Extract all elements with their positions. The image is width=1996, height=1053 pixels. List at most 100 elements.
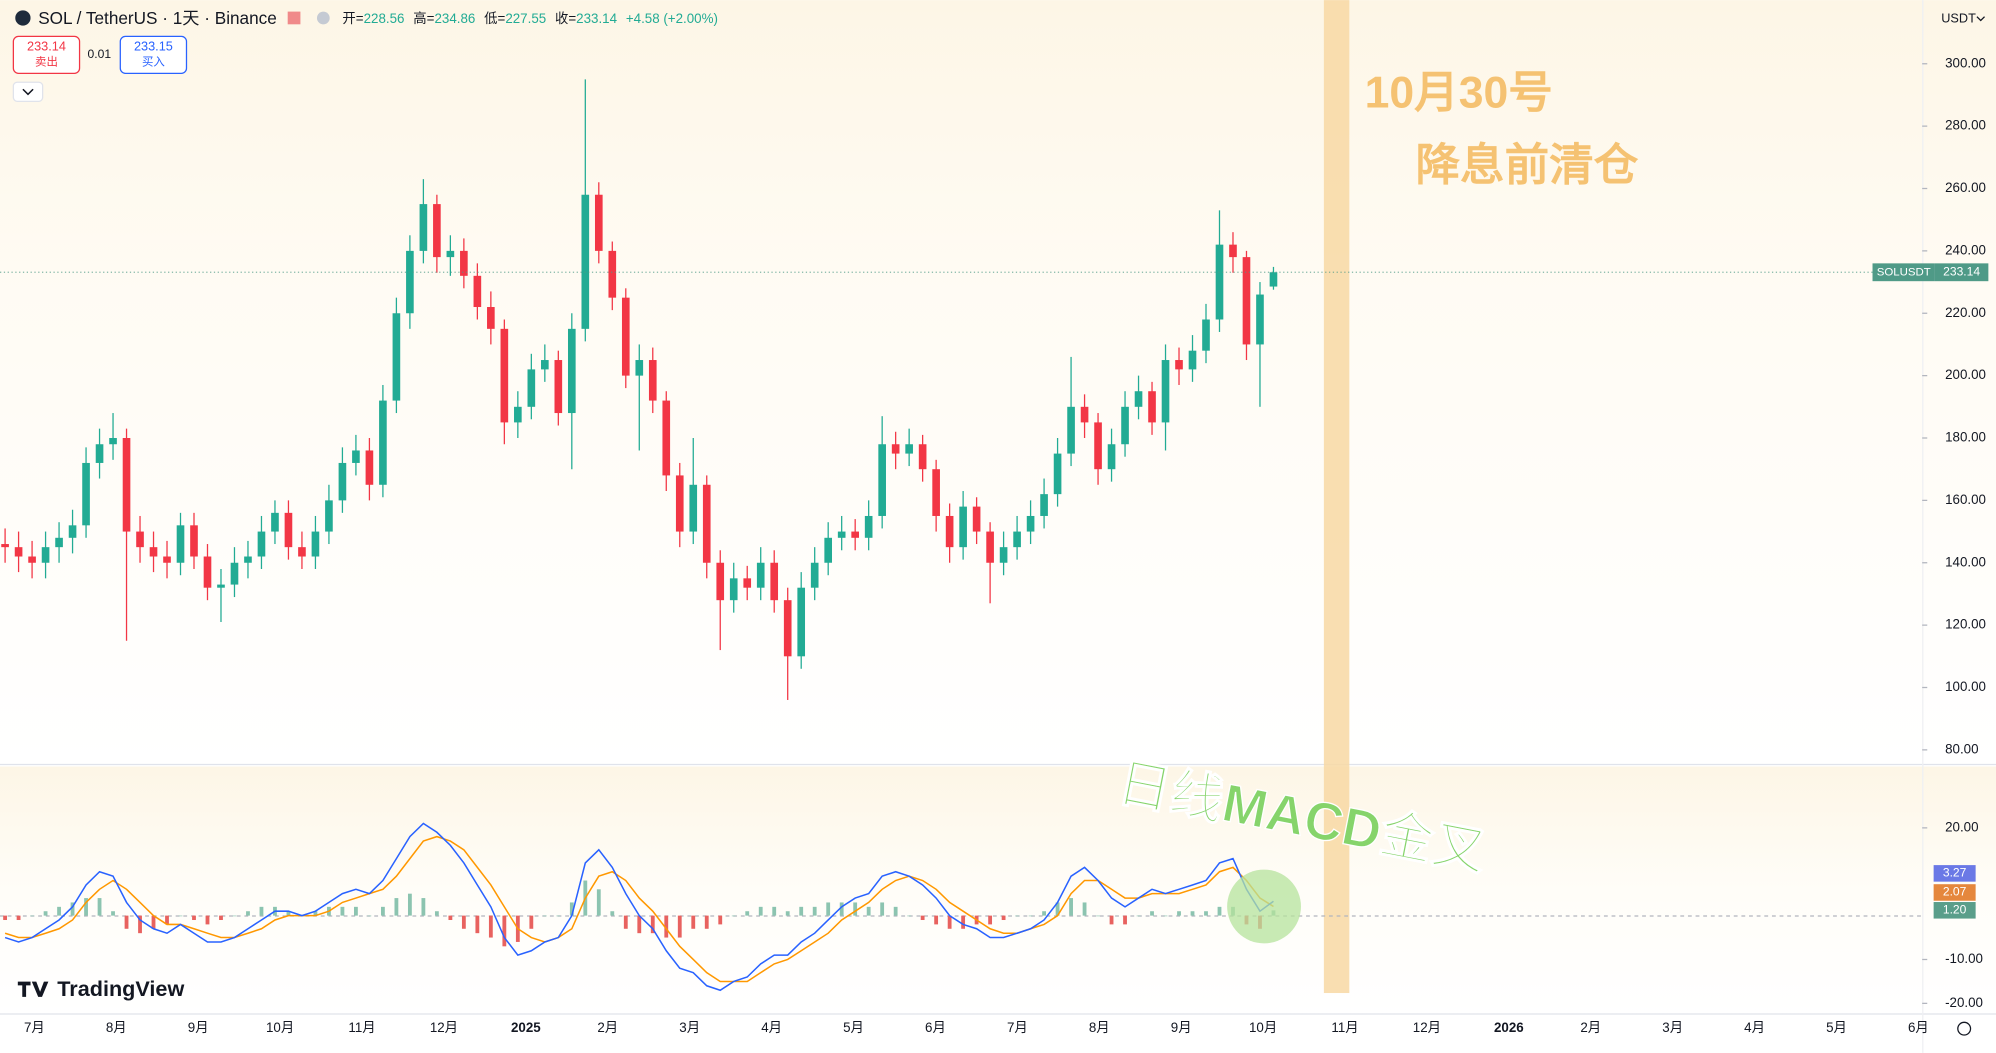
candle-body bbox=[594, 194, 603, 251]
candle-body bbox=[460, 250, 468, 276]
histogram-bar bbox=[610, 911, 615, 916]
candle-body bbox=[244, 556, 252, 563]
candle-body bbox=[1269, 272, 1278, 287]
buy-label[interactable]: 买入 bbox=[142, 56, 165, 69]
branding[interactable]: TradingView bbox=[17, 976, 185, 1001]
sell-box[interactable] bbox=[12, 35, 81, 74]
histogram-bar bbox=[529, 915, 534, 929]
settings-icon[interactable] bbox=[1957, 1021, 1972, 1036]
symbol-badge-label: SOLUSDT bbox=[1877, 266, 1931, 278]
macd-line bbox=[4, 822, 1274, 992]
histogram-bar bbox=[219, 915, 223, 921]
macd-pane bbox=[0, 766, 1996, 1015]
candle-body bbox=[648, 360, 657, 401]
candle-body bbox=[392, 313, 401, 401]
candle-body bbox=[716, 562, 725, 601]
candle-body bbox=[109, 438, 117, 445]
histogram-bar bbox=[1096, 915, 1100, 917]
candle-body bbox=[298, 547, 306, 557]
candle-body bbox=[379, 400, 387, 485]
flag-icon[interactable] bbox=[287, 11, 301, 25]
currency-selector[interactable]: USDT bbox=[1941, 11, 1976, 26]
y-tick-label: 80.00 bbox=[1945, 741, 1978, 756]
candle-body bbox=[608, 250, 617, 298]
x-tick-label: 6月 bbox=[925, 1020, 946, 1035]
y-tick-label: 140.00 bbox=[1945, 554, 1986, 569]
buy-price[interactable]: 233.15 bbox=[134, 39, 173, 54]
change-value: +4.58 (+2.00%) bbox=[626, 11, 718, 26]
symbol-title[interactable]: SOL / TetherUS · 1天 · Binance bbox=[38, 8, 277, 28]
histogram-bar bbox=[880, 902, 885, 916]
candle-body bbox=[500, 328, 509, 423]
candle-body bbox=[986, 531, 994, 563]
candle-body bbox=[122, 438, 131, 532]
brand-name[interactable]: TradingView bbox=[57, 976, 184, 1001]
histogram-bar bbox=[785, 911, 790, 916]
buy-button[interactable]: 233.15 买入 bbox=[119, 35, 188, 74]
candle-body bbox=[338, 462, 347, 501]
histogram-bar bbox=[1055, 902, 1060, 916]
low-label: 低= bbox=[484, 11, 505, 26]
candle-body bbox=[136, 531, 144, 548]
x-tick-label: 12月 bbox=[1413, 1020, 1441, 1035]
histogram-bar bbox=[205, 915, 210, 925]
candle-body bbox=[271, 512, 279, 532]
candle-body bbox=[1134, 391, 1143, 407]
histogram-bar bbox=[165, 915, 169, 925]
histogram-bar bbox=[839, 902, 844, 916]
histogram-bar bbox=[488, 915, 493, 938]
candle-body bbox=[1053, 453, 1062, 495]
last-price-badge bbox=[1934, 263, 1989, 282]
histogram-bar bbox=[394, 898, 399, 916]
y-tick-label: 220.00 bbox=[1945, 305, 1986, 320]
candle-body bbox=[1, 544, 9, 548]
signal-badge bbox=[1933, 884, 1976, 901]
histogram-bar bbox=[448, 915, 453, 921]
histogram-bar bbox=[1217, 906, 1222, 916]
x-tick-label: 6月 bbox=[1908, 1020, 1929, 1035]
sell-label[interactable]: 卖出 bbox=[35, 55, 58, 69]
histogram-bar bbox=[421, 898, 426, 916]
candle-body bbox=[945, 515, 954, 548]
x-tick-label: 3月 bbox=[679, 1020, 700, 1035]
y-tick-label: 160.00 bbox=[1945, 492, 1986, 507]
candle-body bbox=[446, 250, 455, 258]
sell-price[interactable]: 233.14 bbox=[27, 39, 66, 54]
y-tick-label: 20.00 bbox=[1945, 819, 1978, 834]
histogram-bar bbox=[691, 915, 696, 929]
histogram-bar bbox=[1069, 898, 1073, 916]
histogram-bar bbox=[1177, 911, 1181, 916]
candle-body bbox=[284, 512, 293, 548]
histogram-bar bbox=[637, 915, 642, 934]
candle-body bbox=[999, 547, 1008, 563]
histogram-bar bbox=[866, 906, 871, 916]
candle-body bbox=[702, 484, 711, 563]
histogram-bar bbox=[934, 915, 939, 925]
histogram-bar bbox=[1136, 915, 1141, 917]
candle-body bbox=[1175, 360, 1183, 370]
candle-body bbox=[527, 369, 536, 407]
candle-body bbox=[837, 531, 846, 538]
y-tick-label: 260.00 bbox=[1945, 180, 1986, 195]
histogram-bar bbox=[650, 915, 655, 934]
buy-box[interactable] bbox=[119, 35, 188, 74]
histogram-bar bbox=[704, 915, 709, 929]
histogram-bar bbox=[893, 906, 898, 916]
histogram-bar bbox=[718, 915, 723, 925]
highlight-circle bbox=[1227, 869, 1301, 944]
candle-body bbox=[230, 562, 239, 585]
x-tick-label: 9月 bbox=[188, 1020, 209, 1035]
histogram-bar bbox=[772, 906, 777, 916]
histogram-bar bbox=[745, 911, 750, 916]
histogram-bar bbox=[596, 889, 601, 916]
histogram-bar bbox=[340, 906, 345, 916]
histogram-bar bbox=[354, 906, 358, 916]
candle-body bbox=[1202, 319, 1210, 351]
candle-body bbox=[68, 525, 77, 538]
collapse-button[interactable] bbox=[12, 81, 44, 102]
sell-button[interactable]: 233.14 卖出 bbox=[12, 35, 81, 74]
histogram-bar bbox=[1204, 911, 1208, 916]
candle-body bbox=[1161, 360, 1170, 423]
candle-body bbox=[1026, 515, 1035, 532]
